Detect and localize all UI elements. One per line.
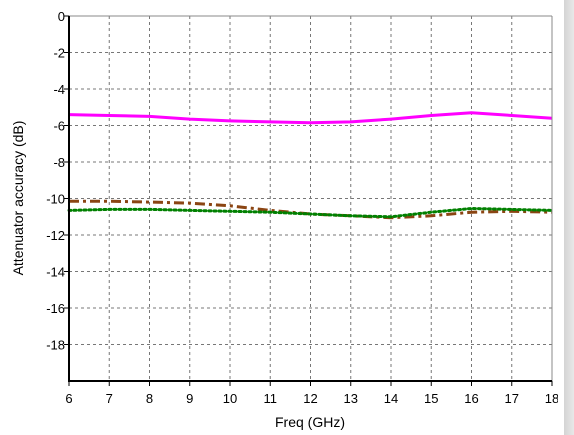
y-tick-label: -2 [53,46,65,61]
x-tick-label: 6 [65,391,72,406]
series-line-1 [68,111,553,125]
y-tick-labels: 0 -2 -4 -6 -8 -10 -12 -14 -16 -18 [46,9,65,353]
y-axis-label: Attenuator accuracy (dB) [10,121,26,276]
y-tick-label: -10 [46,192,65,207]
grid [69,16,552,381]
x-axis-label: Freq (GHz) [275,414,345,430]
x-tick-label: 13 [344,391,358,406]
axes [64,15,553,386]
y-tick-label: -14 [46,265,65,280]
y-tick-label: 0 [58,9,65,24]
y-tick-label: -6 [53,119,65,134]
x-tick-label: 7 [106,391,113,406]
x-tick-label: 14 [384,391,398,406]
x-tick-label: 9 [186,391,193,406]
y-tick-label: -4 [53,82,65,97]
y-tick-label: -8 [53,155,65,170]
x-tick-labels: 6 7 8 9 10 11 12 13 14 15 16 17 18 [65,391,559,406]
x-tick-label: 16 [464,391,478,406]
series-line-2 [69,199,553,220]
x-tick-label: 11 [264,391,278,406]
y-tick-label: -12 [46,228,65,243]
series-line-3 [67,207,554,219]
series-layer [67,111,554,220]
x-tick-label: 17 [505,391,519,406]
x-tick-label: 18 [545,391,559,406]
y-tick-label: -16 [46,301,65,316]
x-tick-label: 15 [424,391,438,406]
x-tick-label: 12 [303,391,317,406]
window-frame-edge [558,0,574,435]
x-tick-label: 10 [223,391,237,406]
y-tick-label: -18 [46,338,65,353]
x-tick-label: 8 [146,391,153,406]
